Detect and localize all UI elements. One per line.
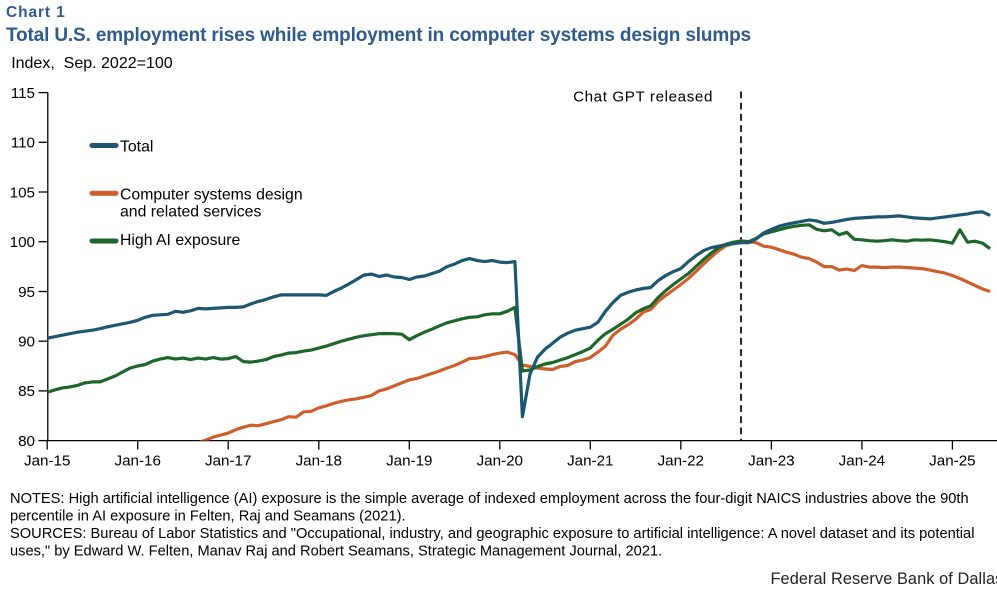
svg-text:High AI exposure: High AI exposure — [120, 232, 241, 249]
svg-text:Index, Sep. 2022=100: Index, Sep. 2022=100 — [11, 55, 173, 72]
svg-text:95: 95 — [18, 284, 35, 301]
svg-text:Jan-25: Jan-25 — [929, 453, 975, 470]
svg-text:Jan-15: Jan-15 — [24, 453, 70, 470]
svg-text:Jan-21: Jan-21 — [567, 453, 613, 470]
svg-text:Jan-19: Jan-19 — [386, 453, 432, 470]
svg-text:percentile in AI exposure in F: percentile in AI exposure in Felten, Raj… — [10, 509, 406, 525]
svg-text:Total: Total — [120, 138, 153, 155]
svg-text:Chat GPT released: Chat GPT released — [573, 89, 713, 106]
svg-text:Jan-23: Jan-23 — [748, 453, 794, 470]
svg-text:Jan-17: Jan-17 — [205, 453, 251, 470]
svg-text:Jan-16: Jan-16 — [114, 453, 160, 470]
svg-text:90: 90 — [18, 334, 35, 351]
svg-text:85: 85 — [18, 383, 35, 400]
svg-text:110: 110 — [11, 135, 35, 152]
svg-text:NOTES: High artificial intelli: NOTES: High artificial intelligence (AI)… — [10, 491, 969, 507]
svg-text:100: 100 — [10, 234, 35, 251]
svg-text:Computer systems design: Computer systems design — [120, 186, 303, 203]
svg-text:Federal Reserve Bank of Dallas: Federal Reserve Bank of Dallas — [771, 570, 997, 588]
svg-text:and related services: and related services — [120, 203, 261, 220]
svg-text:105: 105 — [10, 184, 35, 201]
svg-text:Jan-20: Jan-20 — [477, 453, 523, 470]
svg-text:Total U.S. employment rises wh: Total U.S. employment rises while employ… — [6, 25, 751, 46]
svg-text:80: 80 — [18, 433, 35, 450]
svg-text:Jan-22: Jan-22 — [658, 453, 704, 470]
svg-text:uses," by Edward W. Felten, Ma: uses," by Edward W. Felten, Manav Raj an… — [10, 544, 662, 560]
svg-text:Chart 1: Chart 1 — [6, 4, 66, 21]
svg-text:SOURCES: Bureau of Labor Stati: SOURCES: Bureau of Labor Statistics and … — [10, 526, 974, 542]
svg-text:Jan-24: Jan-24 — [839, 453, 885, 470]
svg-text:115: 115 — [11, 85, 35, 102]
svg-text:Jan-18: Jan-18 — [296, 453, 342, 470]
